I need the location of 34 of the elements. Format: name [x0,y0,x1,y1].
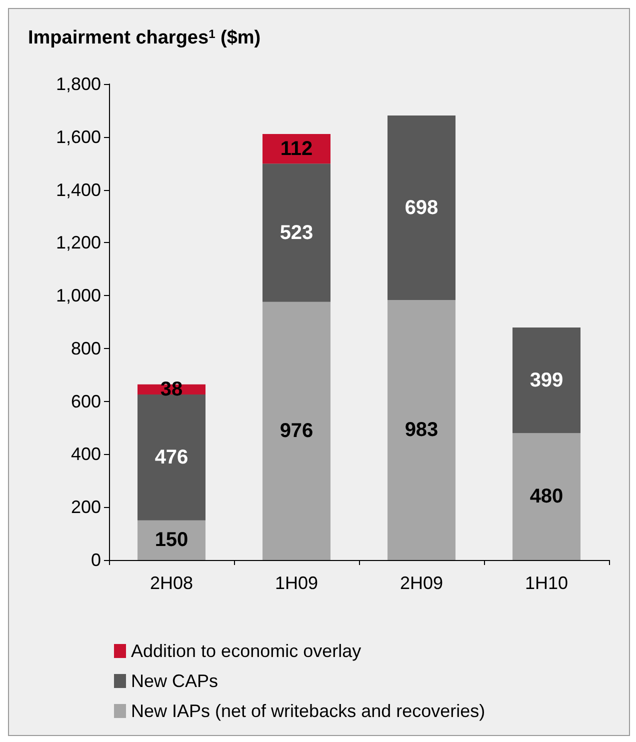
data-label: 480 [530,486,564,508]
y-tick-label: 600 [70,391,101,412]
x-tick-label: 2H08 [150,573,194,593]
y-tick-label: 1,200 [56,232,101,253]
bar [512,433,580,560]
bar [388,300,456,560]
data-label: 150 [154,529,188,552]
data-label: 523 [280,222,314,244]
data-label: 698 [404,196,438,219]
data-label: 112 [280,138,313,160]
x-tick-label: 2H09 [400,573,444,593]
bar [138,394,206,520]
y-tick-label: 0 [90,550,101,570]
y-tick-label: 1,600 [56,126,101,147]
x-tick-label: 1H10 [524,573,568,593]
bar [138,520,206,560]
y-tick-label: 800 [70,338,101,358]
y-tick-label: 1,400 [56,180,101,200]
data-label: 476 [154,446,188,468]
data-label: 976 [280,420,314,442]
legend-label: New IAPs (net of writebacks and recoveries) [131,701,486,721]
bar [262,164,330,302]
y-tick-label: 1,800 [56,74,101,94]
bar [388,115,456,300]
legend-label: New CAPs [131,671,218,691]
data-label: 399 [530,369,564,392]
bar [262,302,330,560]
y-tick-label: 200 [70,497,101,518]
legend-label: Addition to economic overlay [131,641,362,661]
bar [512,328,580,434]
y-tick-label: 400 [70,444,101,464]
x-tick-label: 1H09 [274,573,318,593]
data-label: 983 [404,419,438,442]
y-tick-label: 1,000 [56,286,101,306]
